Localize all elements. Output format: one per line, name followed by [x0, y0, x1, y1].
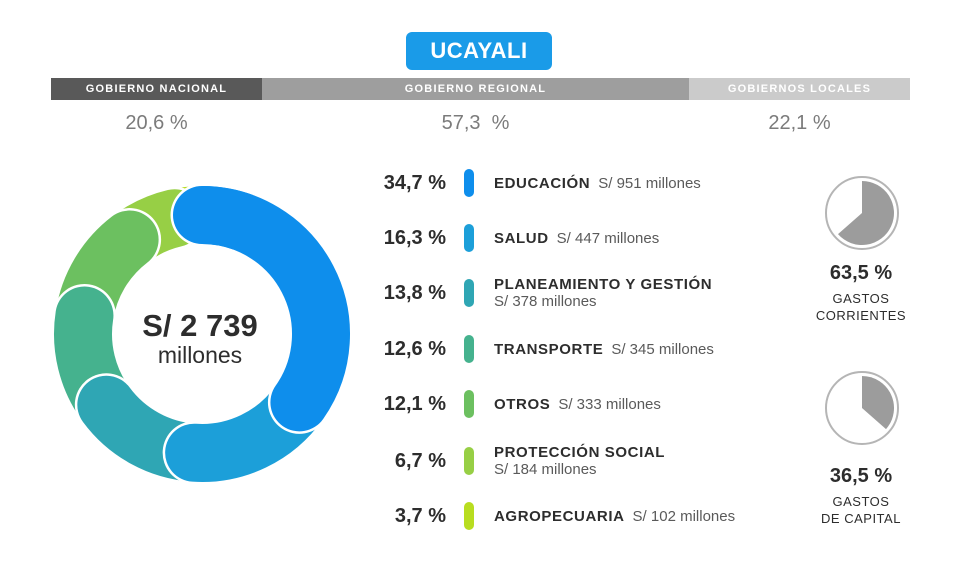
- gov-label-locales: GOBIERNOS LOCALES: [727, 83, 872, 95]
- legend-pct: 13,8 %: [383, 282, 446, 304]
- gov-label-nacional: GOBIERNO NACIONAL: [85, 83, 228, 95]
- gastos-corrientes-pct: 63,5 %: [829, 262, 893, 284]
- budget-donut-chart: [51, 183, 353, 485]
- gov-label-regional: GOBIERNO REGIONAL: [404, 83, 547, 95]
- gastos-capital-pie: [825, 371, 899, 445]
- gastos-capital-pct: 36,5 %: [829, 465, 893, 487]
- legend-swatch: [464, 390, 474, 418]
- gov-bar-regional: GOBIERNO REGIONAL: [262, 78, 689, 100]
- legend-swatch: [464, 224, 474, 252]
- legend-name: OTROS: [494, 395, 551, 413]
- mini-pie-slice: [862, 376, 894, 430]
- gastos-corrientes-pie: [825, 176, 899, 250]
- legend-amount: S/ 102 millones: [632, 507, 736, 525]
- legend-pct: 12,6 %: [383, 338, 446, 360]
- legend-pct: 16,3 %: [383, 227, 446, 249]
- legend-pct: 34,7 %: [383, 172, 446, 194]
- gastos-corrientes-label: GASTOS CORRIENTES: [806, 290, 916, 324]
- legend-amount: S/ 345 millones: [611, 340, 714, 358]
- gov-pct-nacional: 20,6 %: [125, 112, 188, 134]
- legend-amount: S/ 951 millones: [598, 174, 701, 192]
- gastos-corrientes-label-line2: CORRIENTES: [815, 308, 907, 323]
- gov-pct-regional: 57,3 %: [441, 112, 510, 134]
- legend-pct: 3,7 %: [394, 505, 446, 527]
- legend-amount: S/ 333 millones: [558, 395, 661, 413]
- legend-amount: S/ 378 millones: [494, 293, 597, 310]
- gastos-capital-label: GASTOS DE CAPITAL: [806, 493, 916, 527]
- region-title: UCAYALI: [406, 32, 552, 70]
- legend-amount: S/ 184 millones: [494, 461, 597, 478]
- legend-swatch: [464, 279, 474, 307]
- legend-name: PROTECCIÓN SOCIAL: [494, 444, 666, 461]
- legend-amount: S/ 447 millones: [556, 229, 660, 247]
- donut-segment-start-cap: [201, 186, 253, 250]
- gov-pct-locales: 22,1 %: [768, 112, 831, 134]
- total-unit: millones: [157, 342, 243, 368]
- gastos-corrientes-label-line1: GASTOS: [832, 291, 890, 306]
- legend-name: AGROPECUARIA: [494, 507, 625, 525]
- gov-bar-locales: GOBIERNOS LOCALES: [689, 78, 910, 100]
- legend-pct: 12,1 %: [383, 393, 446, 415]
- legend-swatch: [464, 502, 474, 530]
- legend-name: PLANEAMIENTO Y GESTIÓN: [494, 276, 713, 293]
- legend-swatch: [464, 335, 474, 363]
- gastos-capital-label-line2: DE CAPITAL: [821, 511, 901, 526]
- legend-name: EDUCACIÓN: [494, 174, 591, 192]
- total-amount: S/ 2 739: [142, 308, 258, 343]
- mini-pie-slice: [837, 181, 894, 245]
- legend-swatch: [464, 447, 474, 475]
- legend-swatch: [464, 169, 474, 197]
- gov-bar-nacional: GOBIERNO NACIONAL: [51, 78, 262, 100]
- gastos-capital-label-line1: GASTOS: [832, 494, 890, 509]
- legend-pct: 6,7 %: [394, 450, 446, 472]
- legend-name: SALUD: [494, 229, 549, 247]
- legend-name: TRANSPORTE: [494, 340, 604, 358]
